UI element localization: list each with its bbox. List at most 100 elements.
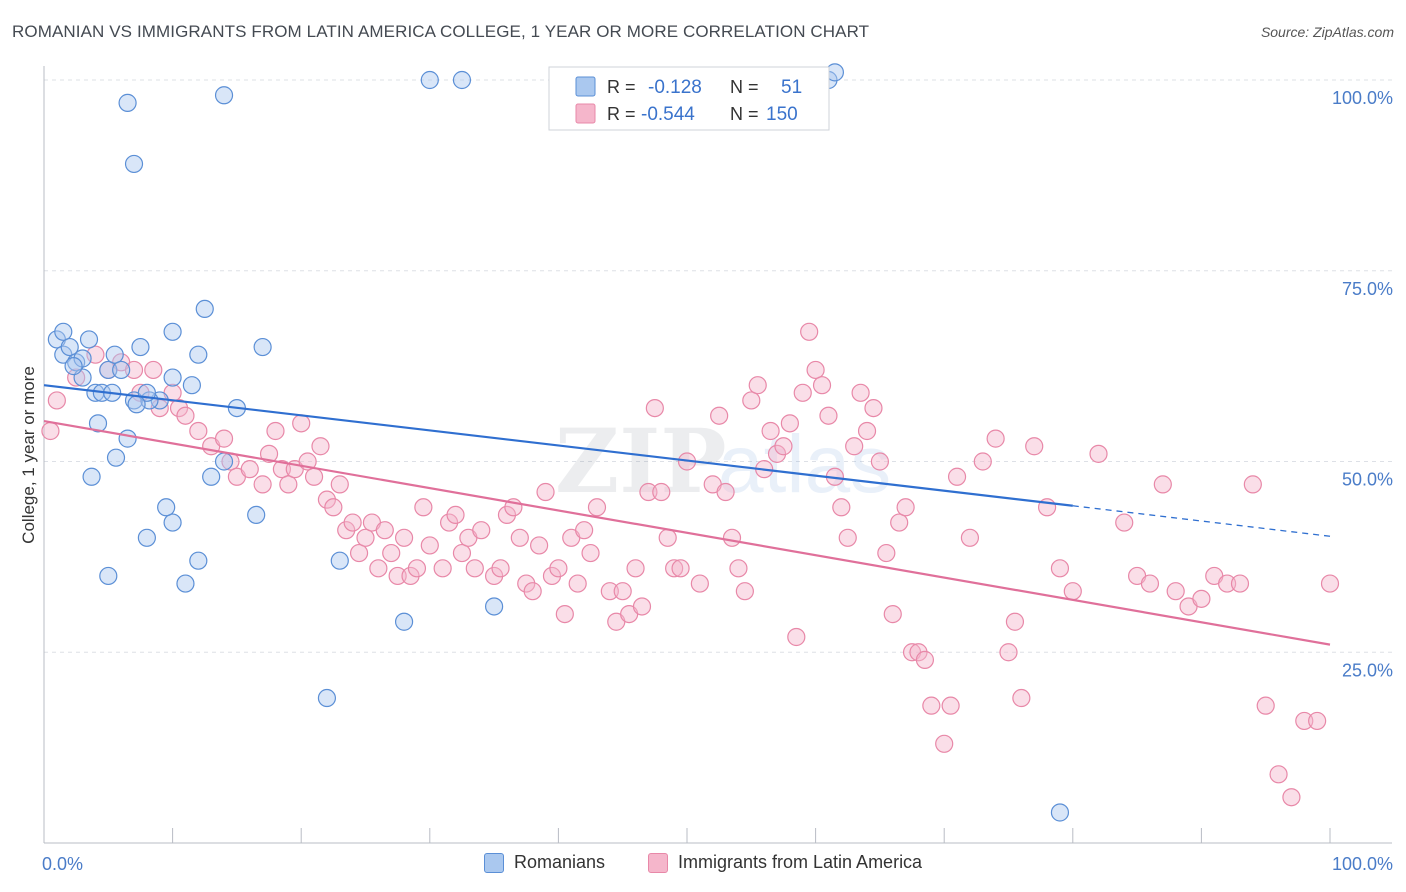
legend-swatch-romanians-bottom	[484, 852, 504, 873]
immigrants-point-27	[304, 467, 324, 486]
legend-label-romanians: Romanians	[514, 852, 606, 872]
romanians-point-13	[131, 337, 150, 357]
romanians-point-6	[79, 330, 99, 349]
immigrants-point-44	[414, 498, 433, 517]
immigrants-point-118	[922, 696, 941, 715]
grid-lines	[44, 79, 1392, 653]
immigrants-point-124	[986, 429, 1005, 448]
immigrants-point-20	[259, 444, 279, 463]
romanians-point-44	[420, 70, 439, 90]
romanians-point-46	[330, 551, 349, 570]
series-immigrants-points	[41, 322, 1340, 807]
immigrants-point-120	[941, 696, 960, 715]
immigrants-point-19	[253, 475, 272, 494]
immigrants-point-69	[587, 498, 607, 517]
romanians-point-40	[163, 322, 182, 341]
y-axis-label: College, 1 year or more	[19, 366, 38, 544]
immigrants-point-146	[1282, 788, 1301, 807]
immigrants-point-28	[311, 437, 330, 456]
immigrants-point-2	[67, 368, 86, 387]
legend-swatch-immigrants	[575, 103, 596, 124]
immigrants-point-116	[909, 643, 928, 662]
immigrants-point-70	[600, 582, 619, 601]
romanians-point-35	[137, 528, 156, 547]
immigrants-point-91	[748, 376, 767, 395]
y-tick-label-1: 75.0%	[1342, 279, 1393, 299]
watermark-atlas: atlas	[718, 419, 891, 510]
legend-n-value-1: 51	[781, 77, 802, 98]
trend-line-romanians	[43, 384, 1073, 507]
romanians-point-45	[452, 70, 472, 90]
immigrants-point-100	[806, 360, 825, 380]
legend-r-label-2: R =	[607, 104, 636, 124]
axes	[43, 66, 1392, 844]
x-tick-label-max: 100.0%	[1332, 854, 1393, 874]
y-tick-label-3: 25.0%	[1342, 660, 1393, 680]
romanians-point-52	[1050, 803, 1070, 822]
immigrants-point-68	[581, 543, 600, 563]
immigrants-point-78	[652, 482, 671, 502]
y-tick-label-0: 100.0%	[1332, 88, 1393, 108]
romanians-point-11	[112, 360, 131, 380]
immigrants-point-15	[214, 429, 234, 448]
immigrants-point-23	[279, 475, 298, 494]
immigrants-point-123	[973, 452, 992, 471]
legend-item-immigrants: Immigrants from Latin America	[648, 852, 922, 873]
immigrants-point-46	[433, 559, 452, 578]
immigrants-point-114	[896, 498, 915, 517]
immigrants-point-125	[999, 643, 1018, 662]
romanians-point-17	[88, 414, 108, 433]
immigrants-point-127	[1012, 688, 1031, 708]
immigrants-point-81	[671, 559, 690, 578]
romanians-point-37	[157, 498, 176, 517]
trend-line-romanians-extension	[1072, 505, 1331, 537]
immigrants-point-94	[767, 444, 787, 463]
immigrants-point-53	[485, 566, 504, 586]
immigrants-point-143	[1243, 475, 1262, 494]
romanians-point-18	[118, 429, 137, 448]
immigrants-point-104	[832, 498, 851, 517]
trend-line-immigrants	[43, 419, 1331, 646]
bottom-legend: Romanians Immigrants from Latin America	[0, 852, 1406, 876]
romanians-point-3	[60, 337, 79, 357]
immigrants-point-135	[1140, 574, 1160, 593]
romanians-point-20	[82, 467, 101, 486]
immigrants-point-149	[1320, 574, 1340, 593]
immigrants-point-60	[530, 536, 549, 555]
romanians-point-43	[214, 86, 234, 105]
legend-r-value-2: -0.544	[641, 104, 695, 125]
immigrants-point-122	[960, 528, 980, 547]
legend-swatch-romanians	[575, 76, 596, 97]
immigrants-point-54	[491, 559, 510, 578]
romanians-point-47	[394, 612, 414, 631]
immigrants-point-62	[542, 566, 562, 586]
romanians-point-10	[105, 345, 124, 364]
romanians-point-34	[163, 513, 182, 532]
romanians-point-27	[127, 395, 146, 414]
immigrants-point-85	[710, 406, 729, 425]
immigrants-point-130	[1050, 559, 1070, 578]
immigrants-point-57	[510, 528, 529, 547]
immigrants-point-145	[1269, 765, 1288, 784]
immigrants-point-136	[1153, 475, 1172, 494]
immigrants-point-64	[555, 604, 574, 624]
immigrants-point-59	[523, 582, 542, 601]
x-tick-label-min: 0.0%	[42, 854, 83, 874]
immigrants-point-74	[626, 559, 645, 578]
immigrants-point-112	[883, 604, 902, 624]
romanians-point-49	[317, 688, 337, 708]
immigrants-point-41	[394, 528, 414, 547]
legend-r-label-1: R =	[607, 77, 636, 97]
immigrants-point-126	[1005, 612, 1025, 631]
immigrants-point-102	[819, 406, 838, 425]
immigrants-point-49	[452, 543, 472, 563]
romanians-point-32	[247, 505, 266, 525]
immigrants-point-93	[761, 421, 780, 441]
immigrants-point-108	[857, 421, 877, 441]
romanians-point-28	[195, 299, 214, 318]
source-label: Source: ZipAtlas.com	[1260, 24, 1394, 40]
chart-title: ROMANIAN VS IMMIGRANTS FROM LATIN AMERIC…	[12, 22, 870, 41]
immigrants-point-87	[722, 528, 742, 547]
romanians-point-33	[253, 337, 272, 357]
